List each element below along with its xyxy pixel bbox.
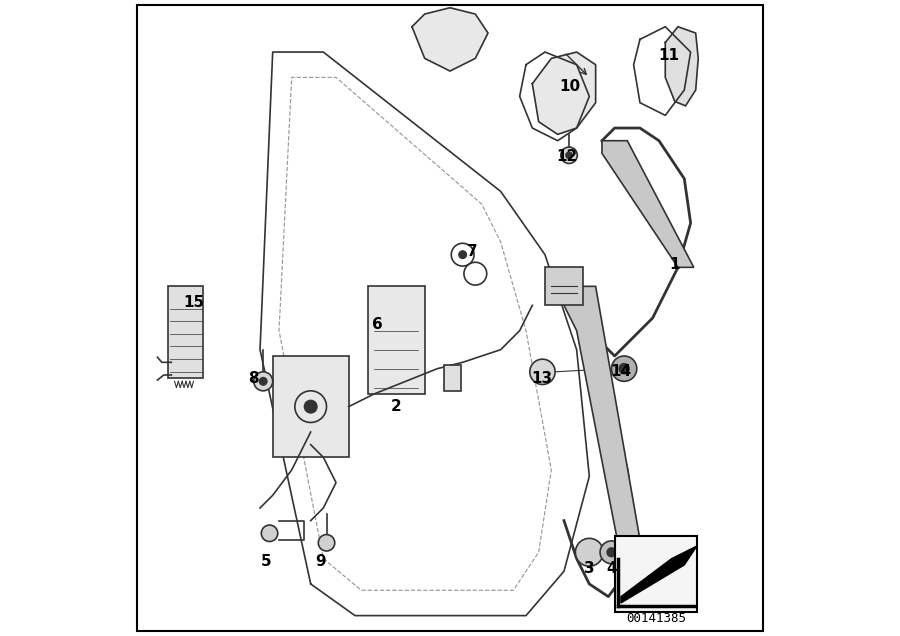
Text: 8: 8 [248,371,259,385]
Text: 12: 12 [556,149,578,164]
Circle shape [619,364,629,374]
Circle shape [575,538,603,566]
Text: 7: 7 [467,244,478,259]
Text: 14: 14 [610,364,632,379]
Circle shape [459,251,466,258]
Circle shape [254,372,273,391]
Bar [615,536,697,612]
Text: 13: 13 [531,371,553,385]
Circle shape [530,359,555,385]
Text: 9: 9 [315,555,326,569]
Circle shape [607,548,616,556]
Text: 11: 11 [658,48,679,63]
Bar [545,267,583,305]
Polygon shape [665,27,698,106]
Circle shape [319,535,335,551]
Text: 10: 10 [560,80,580,94]
Text: 1: 1 [670,257,680,272]
Circle shape [566,152,572,158]
Circle shape [261,525,278,541]
Polygon shape [621,546,697,603]
Polygon shape [412,8,488,71]
Bar [273,356,348,457]
Circle shape [259,378,267,385]
Circle shape [304,400,317,413]
Circle shape [600,541,623,563]
Text: 15: 15 [183,294,204,310]
Polygon shape [602,141,694,267]
Circle shape [561,147,577,163]
Circle shape [611,356,637,382]
Text: 00141385: 00141385 [626,612,686,625]
Text: 3: 3 [584,560,595,576]
Bar [368,286,425,394]
Text: 4: 4 [607,560,616,576]
Bar [444,366,462,391]
Polygon shape [532,52,596,134]
Polygon shape [564,286,640,558]
Bar [168,286,203,378]
Text: 5: 5 [261,555,272,569]
Text: 2: 2 [391,399,401,414]
Text: 6: 6 [372,317,382,332]
